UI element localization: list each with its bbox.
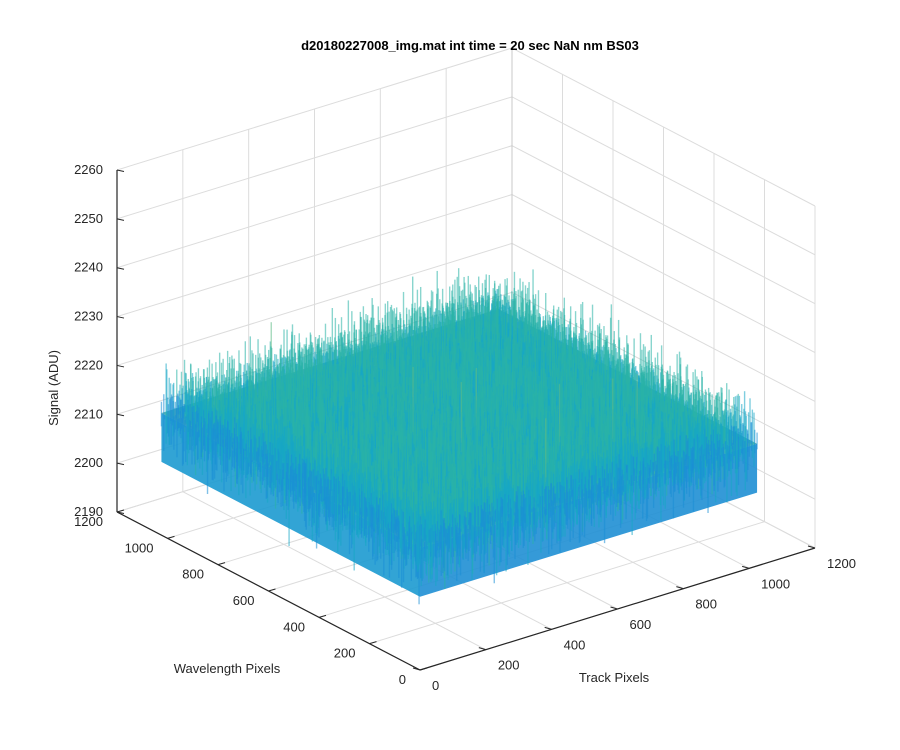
wall-grid-line bbox=[116, 96, 816, 256]
noise-surface bbox=[160, 268, 758, 605]
wall-grid-line bbox=[116, 47, 816, 207]
wall-grid-line bbox=[116, 145, 816, 305]
